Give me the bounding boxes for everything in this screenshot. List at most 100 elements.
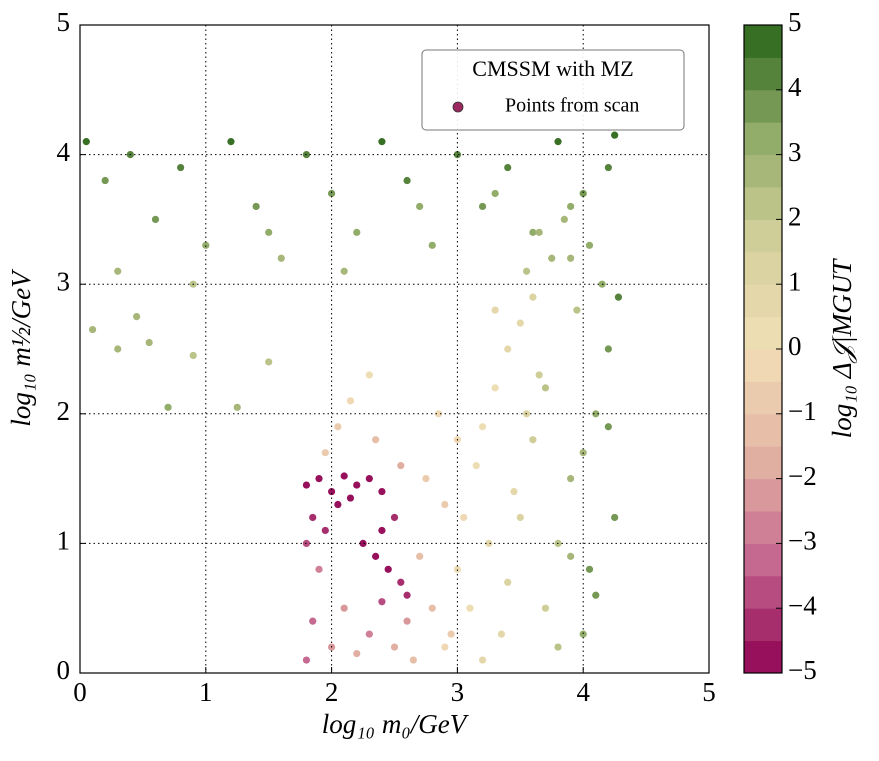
colorbar-tick-label: 1: [788, 266, 802, 296]
y-tick-label: 2: [57, 396, 71, 426]
scatter-point: [384, 565, 392, 573]
scatter-point: [604, 163, 612, 172]
scatter-point: [328, 487, 336, 496]
scatter-point: [441, 643, 449, 651]
scatter-point: [453, 565, 461, 573]
scatter-point: [560, 215, 568, 223]
x-axis-label: log₁₀ m₀/GeV: [322, 709, 470, 739]
scatter-point: [315, 475, 323, 483]
scatter-point: [334, 423, 342, 431]
colorbar-tick-label: 3: [788, 137, 802, 167]
scatter-point: [592, 591, 600, 599]
scatter-point: [579, 630, 587, 638]
scatter-point: [497, 630, 506, 638]
scatter-point: [321, 526, 329, 535]
colorbar-band: [744, 511, 782, 544]
scatter-point: [227, 138, 235, 146]
scatter-point: [177, 163, 185, 172]
legend-box: [421, 49, 685, 131]
colorbar-band: [744, 284, 782, 318]
scatter-point: [302, 481, 311, 489]
legend-label: Points from scan: [505, 95, 639, 117]
scatter-point: [548, 254, 556, 262]
scatter-point: [428, 604, 436, 612]
scatter-point: [265, 358, 273, 366]
x-tick-label: 5: [702, 677, 716, 707]
scatter-point: [567, 552, 575, 560]
scatter-point: [428, 241, 436, 249]
scatter-point: [114, 345, 122, 353]
scatter-point: [567, 475, 575, 483]
colorbar-tick-label: −2: [788, 461, 817, 491]
scatter-point: [145, 338, 153, 347]
colorbar-tick-label: −1: [788, 396, 817, 426]
scatter-point: [573, 306, 581, 314]
scatter-point: [541, 604, 550, 612]
scatter-point: [340, 267, 348, 275]
scatter-point: [491, 189, 499, 198]
scatter-point: [359, 539, 367, 548]
scatter-point: [340, 604, 348, 612]
scatter-point: [315, 565, 323, 573]
scatter-point: [611, 131, 619, 139]
colorbar-tick-label: −5: [788, 655, 817, 685]
scatter-point: [390, 513, 399, 522]
colorbar-tick-label: 4: [788, 72, 802, 102]
colorbar-band: [744, 316, 782, 350]
scatter-point: [529, 228, 537, 236]
scatter-point: [189, 351, 197, 360]
scatter-point: [416, 202, 424, 211]
scatter-point: [541, 384, 550, 392]
scatter-point: [328, 189, 336, 198]
y-axis-label: log₁₀ m½/GeV: [6, 268, 36, 427]
scatter-point: [151, 215, 160, 223]
x-tick-label: 0: [73, 677, 87, 707]
scatter-point: [604, 423, 612, 431]
y-tick-label: 1: [57, 526, 71, 556]
scatter-point: [403, 591, 411, 599]
scatter-point: [346, 494, 355, 502]
scatter-point: [390, 643, 399, 651]
scatter-point: [567, 202, 575, 211]
scatter-point: [614, 293, 623, 301]
colorbar-band: [744, 575, 782, 609]
colorbar-band: [744, 608, 782, 642]
scatter-point: [114, 267, 122, 275]
scatter-point: [321, 449, 329, 457]
x-tick-label: 2: [325, 677, 339, 707]
colorbar-tick-label: 0: [788, 331, 802, 361]
legend: CMSSM with MZ Points from scan: [421, 49, 685, 131]
colorbar-band: [744, 219, 782, 253]
scatter-point: [478, 423, 487, 431]
colorbar-band: [744, 122, 782, 156]
x-tick-label: 1: [199, 677, 213, 707]
scatter-point: [82, 138, 90, 146]
scatter-point: [340, 472, 348, 480]
scatter-point: [365, 475, 373, 483]
scatter-point: [491, 384, 499, 392]
scatter-point: [397, 462, 405, 470]
scatter-point: [409, 656, 417, 664]
scatter-point: [101, 176, 109, 185]
colorbar-band: [744, 57, 782, 91]
scatter-point: [309, 513, 317, 522]
colorbar-tick-label: 2: [788, 202, 802, 232]
scatter-point: [277, 254, 285, 262]
colorbar-tick-label: −3: [788, 526, 817, 556]
scatter-point: [202, 241, 210, 249]
scatter-point: [353, 228, 361, 236]
scatter-point: [372, 552, 380, 560]
scatter-point: [535, 228, 543, 236]
scatter-point: [529, 436, 537, 444]
colorbar-band: [744, 381, 782, 415]
y-tick-label: 5: [57, 7, 71, 37]
scatter-point: [88, 325, 97, 334]
scatter-point: [378, 138, 386, 146]
colorbar: −5 −4 −3 −2 −1 0 1 2 3 4 5: [743, 7, 817, 685]
colorbar-band: [744, 446, 782, 480]
ticks-layer: 0 1 2 3 4 5 0 1 2 3 4 5: [57, 7, 716, 707]
scatter-point: [252, 202, 260, 211]
y-tick-label: 0: [57, 655, 71, 685]
colorbar-tick-label: −4: [788, 590, 817, 620]
y-tick-label: 3: [57, 266, 71, 296]
